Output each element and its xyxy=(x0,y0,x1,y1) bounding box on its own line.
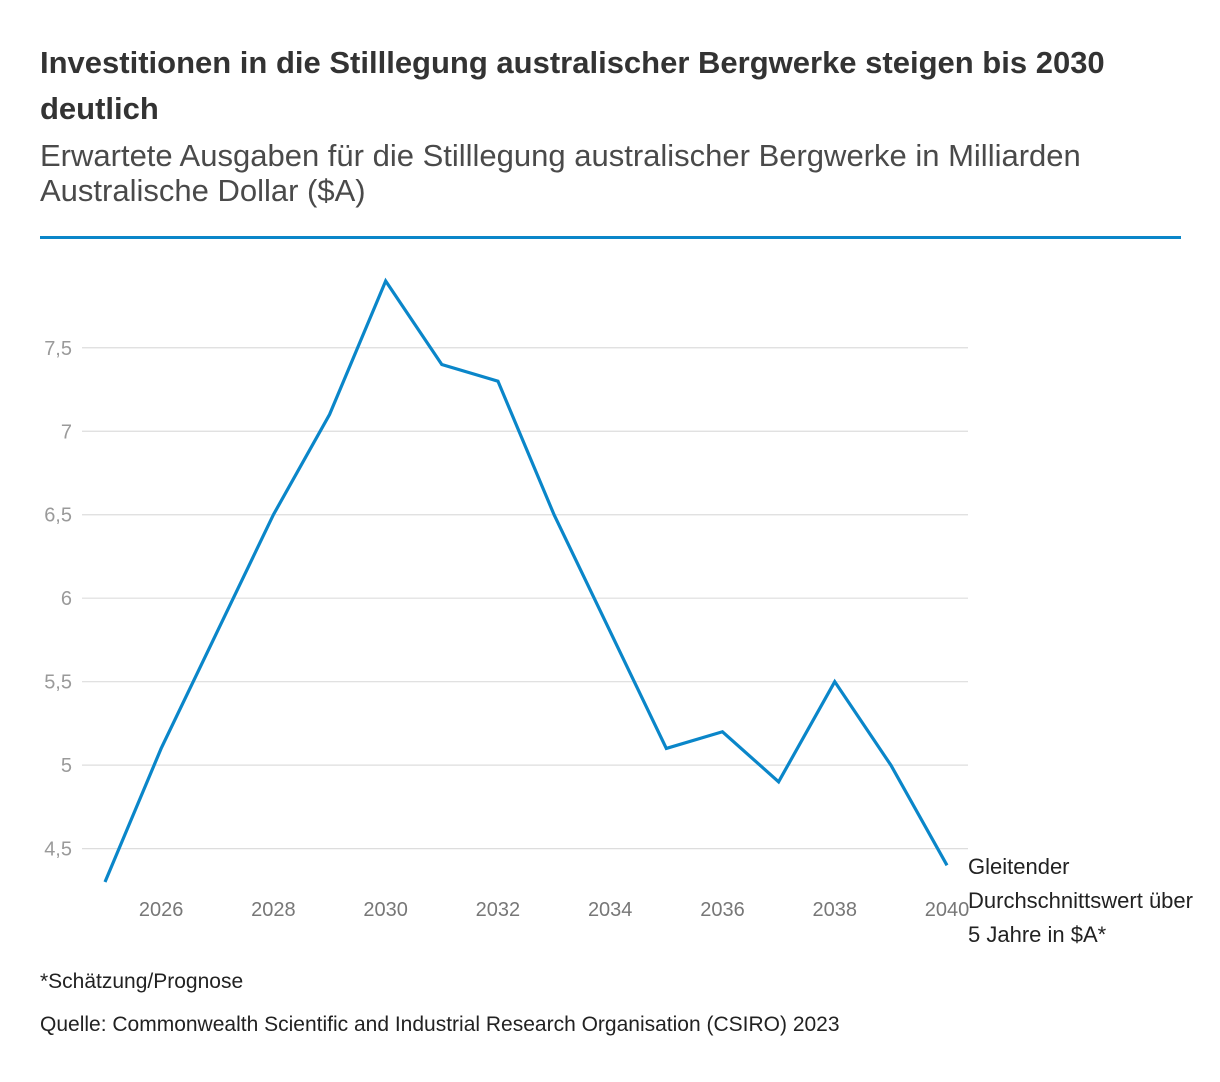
gridlines xyxy=(82,347,968,850)
x-axis-ticks: 2026 2028 2030 2032 2034 2036 2038 2040 xyxy=(139,899,969,921)
x-tick-label: 2034 xyxy=(588,899,633,921)
data-point xyxy=(720,730,724,734)
data-point xyxy=(103,880,107,884)
y-tick-label: 6,5 xyxy=(44,505,72,527)
footnote: *Schätzung/Prognose xyxy=(40,970,244,993)
x-tick-label: 2028 xyxy=(251,899,296,921)
data-point xyxy=(552,513,556,517)
data-point xyxy=(271,513,275,517)
data-point xyxy=(384,279,388,283)
data-point xyxy=(496,379,500,383)
y-axis-ticks: 4,5 5 5,5 6 6,5 7 7,5 xyxy=(44,338,72,861)
x-tick-label: 2038 xyxy=(812,899,857,921)
y-tick-label: 5,5 xyxy=(44,672,72,694)
y-tick-label: 5 xyxy=(61,755,72,777)
y-tick-label: 4,5 xyxy=(44,839,72,861)
header-divider xyxy=(40,236,1181,239)
source-note: Quelle: Commonwealth Scientific and Indu… xyxy=(40,1013,840,1036)
data-point xyxy=(440,362,444,366)
data-point xyxy=(833,680,837,684)
data-point xyxy=(945,863,949,867)
chart-title: Investitionen in die Stilllegung austral… xyxy=(40,45,1105,126)
x-tick-label: 2040 xyxy=(925,899,970,921)
y-tick-label: 7,5 xyxy=(44,338,72,360)
y-tick-label: 7 xyxy=(61,421,72,443)
x-tick-label: 2026 xyxy=(139,899,184,921)
series-label: Gleitender Durchschnittswert über 5 Jahr… xyxy=(968,854,1193,947)
data-point xyxy=(664,746,668,750)
x-tick-label: 2032 xyxy=(476,899,521,921)
x-tick-label: 2036 xyxy=(700,899,745,921)
y-tick-label: 6 xyxy=(61,588,72,610)
x-tick-label: 2030 xyxy=(363,899,408,921)
data-point xyxy=(159,746,163,750)
line-chart: 4,5 5 5,5 6 6,5 7 7,5 2026 2028 2030 2032 2034 2036… xyxy=(44,277,969,921)
data-point xyxy=(608,630,612,634)
series-layer xyxy=(103,277,949,884)
data-point xyxy=(215,630,219,634)
series-line xyxy=(103,277,949,883)
data-point xyxy=(889,763,893,767)
data-point xyxy=(328,413,332,417)
data-point xyxy=(777,780,781,784)
chart-subtitle: Erwartete Ausgaben für die Stilllegung a… xyxy=(40,138,1081,208)
